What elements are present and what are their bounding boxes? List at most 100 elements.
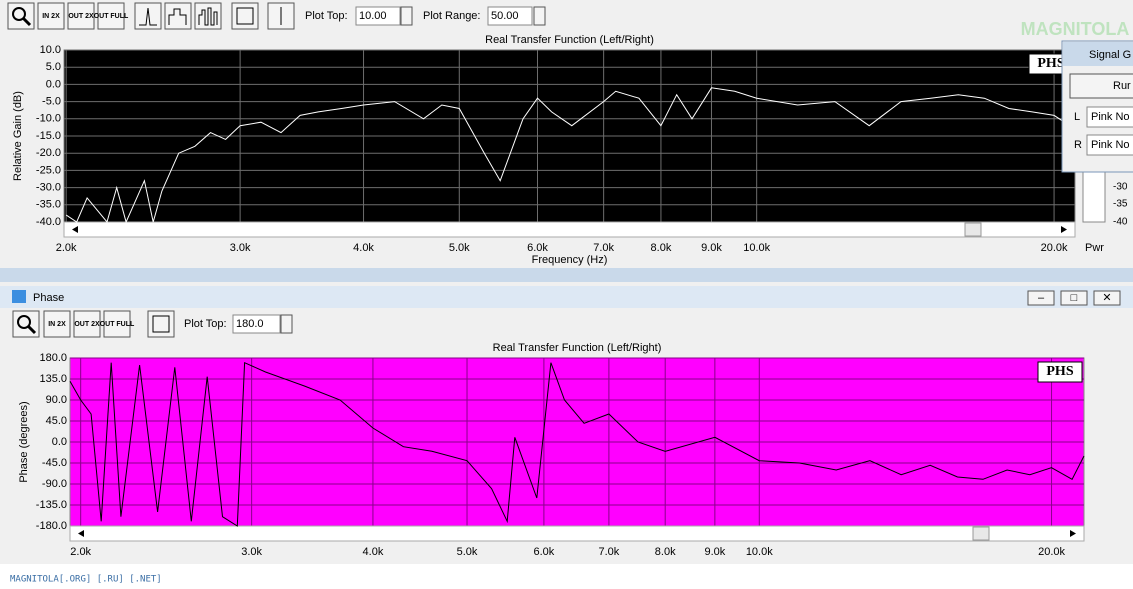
zoom-full-button[interactable] [103, 310, 131, 338]
button-label: OUT 2X [68, 13, 94, 20]
y-tick-label: -10.0 [36, 113, 61, 125]
y-tick-label: 10.0 [40, 44, 61, 56]
y-tick-label: -25.0 [36, 164, 61, 176]
x-tick-label: 3.0k [241, 546, 262, 558]
zoom-out-button[interactable] [67, 2, 95, 30]
y-tick-label: -5.0 [42, 96, 61, 108]
plot-range-value: 50.00 [491, 10, 519, 22]
left-value: Pink No [1091, 111, 1130, 123]
x-tick-label: 10.0k [743, 242, 770, 254]
phase-icon [12, 290, 26, 303]
spinner[interactable] [400, 6, 413, 26]
x-tick-label: 20.0k [1041, 242, 1068, 254]
left-label: L [1074, 111, 1080, 123]
x-tick-label: 5.0k [449, 242, 470, 254]
y-axis-label: Relative Gain (dB) [12, 91, 24, 181]
y-tick-label: -90.0 [42, 478, 67, 490]
left-select[interactable] [1086, 106, 1133, 128]
zoom-button[interactable] [12, 310, 40, 338]
x-tick-label: 9.0k [704, 546, 725, 558]
button-label: OUT 2X [74, 321, 100, 328]
zoom-icon [12, 7, 26, 21]
maximize-glyph: □ [1071, 292, 1078, 304]
spinner[interactable] [280, 314, 293, 334]
badge: PHS [1046, 364, 1073, 379]
x-tick-label: 6.0k [527, 242, 548, 254]
zoom-in-button[interactable] [37, 2, 65, 30]
icon [198, 7, 218, 26]
zoom-out-button[interactable] [73, 310, 101, 338]
right-select[interactable] [1086, 134, 1133, 156]
close-glyph: ✕ [1102, 292, 1111, 304]
minimize-glyph: – [1038, 292, 1045, 304]
scrollbar [63, 221, 1076, 238]
scroll-thumb [972, 526, 990, 541]
x-tick-label: 3.0k [230, 242, 251, 254]
y-tick-label: 5.0 [46, 61, 61, 73]
button-label: OUT FULL [94, 13, 129, 20]
scroll-arrow [1070, 530, 1076, 537]
icon [236, 7, 254, 25]
close-button[interactable] [1093, 290, 1121, 306]
plot-range-input[interactable] [487, 6, 533, 26]
scrollbar [69, 525, 1085, 542]
window-border [0, 268, 1133, 282]
x-tick-label: 7.0k [598, 546, 619, 558]
zoom-in-button[interactable] [43, 310, 71, 338]
button-label: IN 2X [48, 321, 66, 328]
run-button[interactable] [1069, 73, 1133, 99]
watermark: MAGNITOLA [1021, 19, 1130, 39]
chart-title: Real Transfer Function (Left/Right) [485, 34, 654, 46]
zoom-full-button[interactable] [97, 2, 125, 30]
right-value: Pink No [1091, 139, 1130, 151]
y-tick-label: 45.0 [46, 415, 67, 427]
zoom-icon [26, 324, 37, 335]
line-mode-button[interactable] [134, 2, 162, 30]
button-label: OUT FULL [100, 321, 135, 328]
x-tick-label: 4.0k [353, 242, 374, 254]
y-tick-label: 180.0 [39, 352, 67, 364]
charts: Real Transfer Function (Left/Right) Relat… [12, 34, 1085, 558]
x-tick-label: 20.0k [1038, 546, 1065, 558]
meter-label: Pwr [1085, 242, 1104, 254]
meter-tick: -40 [1113, 217, 1128, 228]
signal-title-bar [1063, 42, 1133, 66]
icon [168, 8, 187, 25]
plot-top-value: 180.0 [236, 318, 264, 330]
plot-range-label: Plot Range: [423, 10, 480, 22]
y-axis-label: Phase (degrees) [18, 401, 30, 482]
maximize-button[interactable] [1060, 290, 1088, 306]
plot-top-input[interactable] [355, 6, 401, 26]
y-tick-label: -30.0 [36, 182, 61, 194]
plot-top-input[interactable] [232, 314, 281, 334]
icon [152, 315, 170, 333]
scroll-arrow [1061, 226, 1067, 233]
x-tick-label: 6.0k [534, 546, 555, 558]
settings-button[interactable] [231, 2, 259, 30]
y-tick-label: -15.0 [36, 130, 61, 142]
badge-box [1037, 361, 1083, 383]
zoom-button[interactable] [7, 2, 35, 30]
y-tick-label: -35.0 [36, 199, 61, 211]
y-tick-label: -40.0 [36, 216, 61, 228]
x-tick-label: 7.0k [593, 242, 614, 254]
minimize-button[interactable] [1027, 290, 1055, 306]
x-tick-label: 10.0k [746, 546, 773, 558]
zoom-icon [21, 16, 32, 27]
spinner[interactable] [533, 6, 546, 26]
x-tick-label: 4.0k [363, 546, 384, 558]
x-tick-label: 9.0k [701, 242, 722, 254]
y-tick-label: -180.0 [36, 520, 67, 532]
scroll-arrow [78, 530, 84, 537]
plot-top-label: Plot Top: [305, 10, 348, 22]
y-tick-label: 135.0 [39, 373, 67, 385]
plot-top-label: Plot Top: [184, 318, 227, 330]
badge: PHS [1037, 56, 1064, 71]
plot-top-value: 10.00 [359, 10, 387, 22]
run-label: Rur [1113, 80, 1131, 92]
y-tick-label: 90.0 [46, 394, 67, 406]
right-label: R [1074, 139, 1082, 151]
y-tick-label: -20.0 [36, 147, 61, 159]
settings-button[interactable] [147, 310, 175, 338]
